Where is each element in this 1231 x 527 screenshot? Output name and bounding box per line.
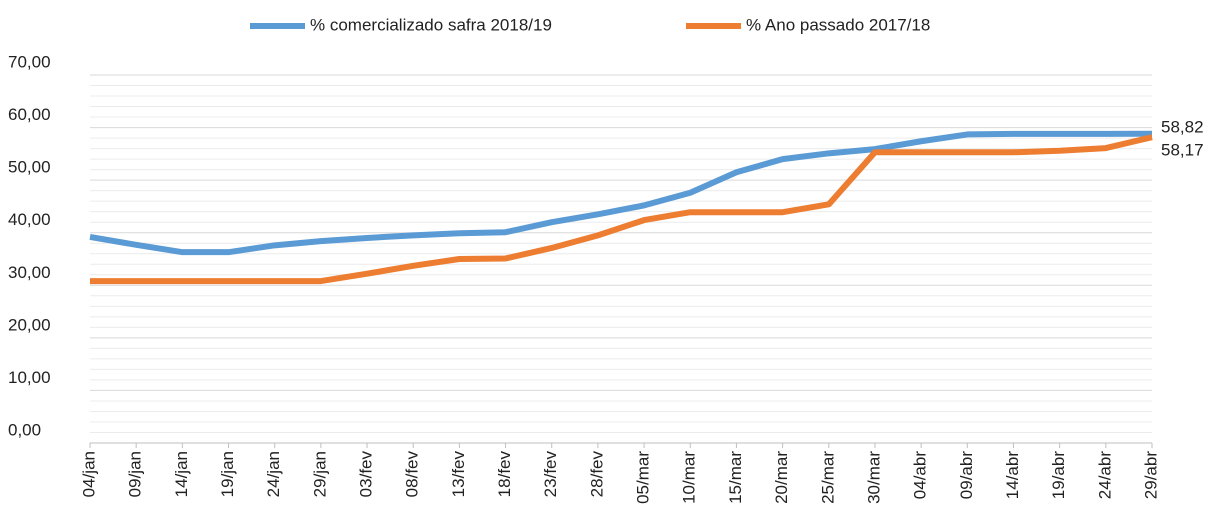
x-tick-label: 29/jan (310, 451, 329, 497)
x-tick-label: 09/abr (957, 451, 976, 500)
x-tick-label: 20/mar (772, 451, 791, 504)
y-tick-label: 60,00 (8, 105, 51, 124)
series-line (90, 134, 1153, 285)
x-tick-label: 24/jan (264, 451, 283, 497)
y-tick-label: 30,00 (8, 263, 51, 282)
x-tick-label: 18/fev (495, 451, 514, 498)
x-tick-label: 10/mar (680, 451, 699, 504)
legend-label: % comercializado safra 2018/19 (310, 15, 552, 34)
x-tick-label: 30/mar (864, 451, 883, 504)
x-tick-label: 19/abr (1049, 451, 1068, 500)
x-tick-label: 19/jan (218, 451, 237, 497)
legend-label: % Ano passado 2017/18 (746, 15, 930, 34)
x-tick-label: 08/fev (403, 451, 422, 498)
x-tick-label: 15/mar (726, 451, 745, 504)
data-label: 58,82 (1161, 117, 1204, 136)
y-tick-label: 20,00 (8, 315, 51, 334)
x-tick-label: 23/fev (541, 451, 560, 498)
y-tick-label: 0,00 (8, 420, 41, 439)
y-tick-label: 10,00 (8, 368, 51, 387)
y-tick-label: 70,00 (8, 52, 51, 71)
y-tick-label: 50,00 (8, 158, 51, 177)
x-tick-label: 28/fev (587, 451, 606, 498)
x-tick-label: 09/jan (126, 451, 145, 497)
x-tick-label: 13/fev (449, 451, 468, 498)
x-tick-label: 14/jan (172, 451, 191, 497)
y-tick-label: 40,00 (8, 210, 51, 229)
x-tick-label: 04/abr (911, 451, 930, 500)
x-tick-label: 05/mar (634, 451, 653, 504)
x-tick-label: 03/fev (357, 451, 376, 498)
x-tick-label: 25/mar (818, 451, 837, 504)
x-tick-label: 24/abr (1095, 451, 1114, 500)
x-tick-label: 14/abr (1003, 451, 1022, 500)
data-label: 58,17 (1161, 141, 1204, 160)
series-line (89, 130, 1153, 256)
x-tick-label: 29/abr (1141, 451, 1160, 500)
x-tick-label: 04/jan (79, 451, 98, 497)
